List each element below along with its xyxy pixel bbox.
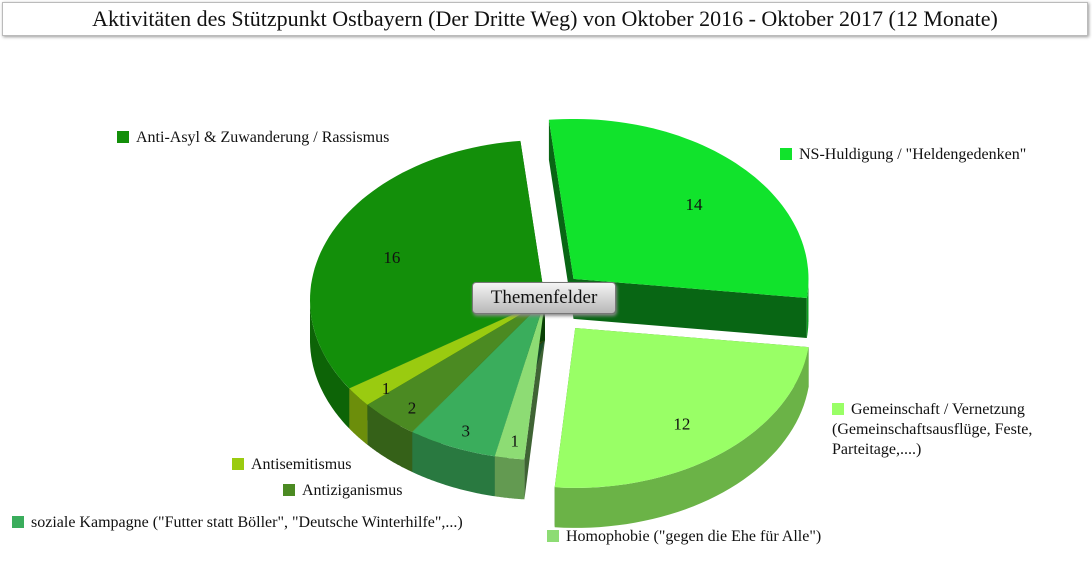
pie-slice: [494, 300, 545, 460]
legend-swatch: [12, 516, 24, 528]
center-label: Themenfelder: [472, 282, 616, 314]
chart-title: Aktivitäten des Stützpunkt Ostbayern (De…: [2, 2, 1088, 36]
slice-side: [412, 432, 495, 497]
legend-label: Gemeinschaft / Vernetzung (Gemeinschafts…: [832, 401, 1033, 458]
legend-swatch: [232, 458, 244, 470]
legend-label: NS-Huldigung / "Heldengedenken": [799, 146, 1027, 163]
slice-side: [349, 388, 368, 445]
legend-swatch: [547, 530, 559, 542]
value-label: 2: [408, 398, 417, 417]
value-label: 1: [511, 431, 520, 450]
slice-side: [494, 456, 525, 500]
value-label: 14: [686, 195, 704, 214]
slice-side: [310, 300, 350, 429]
legend-swatch: [780, 148, 792, 160]
pie-slice: [367, 300, 545, 432]
slice-side: [548, 119, 574, 319]
legend-swatch: [832, 403, 844, 415]
legend-entry: Homophobie ("gegen die Ehe für Alle"): [547, 527, 877, 547]
pie-slice: [412, 300, 545, 457]
slice-side: [554, 347, 809, 528]
legend-entry: Gemeinschaft / Vernetzung (Gemeinschafts…: [832, 400, 1077, 460]
legend-label: Antisemitismus: [251, 456, 352, 473]
pie-slice: [554, 328, 809, 488]
legend-label: Antiziganismus: [302, 482, 403, 499]
value-label: 16: [383, 248, 400, 267]
slice-side: [367, 404, 413, 472]
legend-label: Anti-Asyl & Zuwanderung / Rassismus: [136, 129, 390, 146]
legend-entry: NS-Huldigung / "Heldengedenken": [780, 145, 1080, 165]
legend-entry: soziale Kampagne ("Futter statt Böller",…: [12, 513, 552, 533]
slice-side: [806, 278, 809, 338]
pie-slice: [349, 300, 545, 405]
value-label: 3: [461, 422, 470, 441]
legend-swatch: [117, 131, 129, 143]
legend-label: soziale Kampagne ("Futter statt Böller",…: [31, 514, 463, 531]
value-label: 12: [673, 414, 690, 433]
legend-entry: Anti-Asyl & Zuwanderung / Rassismus: [117, 128, 447, 148]
pie-slice: [548, 119, 809, 298]
pie-slice: [310, 140, 545, 389]
legend-label: Homophobie ("gegen die Ehe für Alle"): [566, 528, 822, 545]
value-label: 1: [382, 379, 391, 398]
slice-side: [573, 278, 807, 338]
legend-swatch: [283, 484, 295, 496]
legend-entry: Antiziganismus: [283, 481, 483, 501]
legend-entry: Antisemitismus: [232, 455, 432, 475]
